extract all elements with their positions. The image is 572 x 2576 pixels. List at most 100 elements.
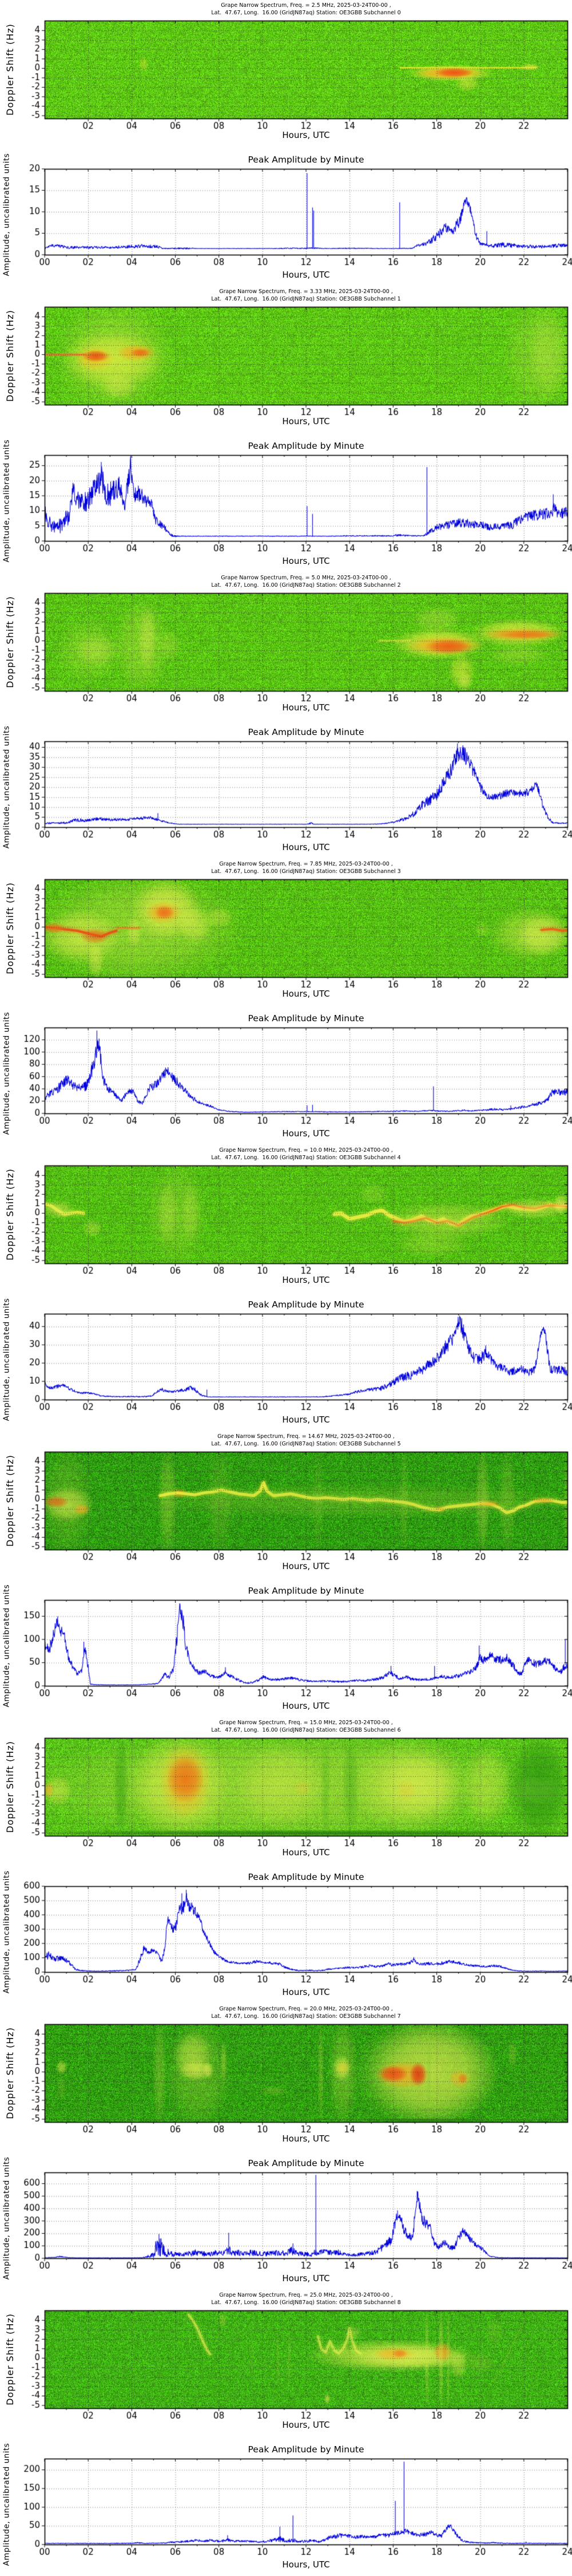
spectrogram-title-line2: Lat. 47.67, Long. 16.00 (GridJN87aq) Sta…	[211, 2013, 401, 2020]
subchannel-panel: Grape Narrow Spectrum, Freq. = 5.0 MHz, …	[0, 572, 572, 859]
spectrogram-ylabel: Doppler Shift (Hz)	[4, 1168, 15, 1261]
amplitude-figure: Peak Amplitude by Minute Amplitude, unca…	[0, 143, 572, 286]
spectrogram-ylabel: Doppler Shift (Hz)	[4, 23, 15, 116]
spectrogram-title-line1: Grape Narrow Spectrum, Freq. = 20.0 MHz,…	[219, 2006, 393, 2012]
spectrogram-xlabel: Hours, UTC	[282, 1847, 330, 1858]
amplitude-ylabel: Amplitude, uncalibrated units	[2, 2443, 11, 2566]
spectrogram-ylabel: Doppler Shift (Hz)	[4, 2313, 15, 2405]
spectrogram-title-line2: Lat. 47.67, Long. 16.00 (GridJN87aq) Sta…	[211, 1441, 401, 1447]
amplitude-figure: Peak Amplitude by Minute Amplitude, unca…	[0, 1288, 572, 1431]
amplitude-canvas	[0, 1860, 572, 2004]
spectrogram-canvas	[0, 572, 572, 716]
amplitude-xlabel: Hours, UTC	[282, 556, 330, 566]
amplitude-canvas	[0, 429, 572, 572]
amplitude-ylabel: Amplitude, uncalibrated units	[2, 1298, 11, 1421]
amplitude-ylabel: Amplitude, uncalibrated units	[2, 725, 11, 849]
spectrogram-canvas	[0, 2290, 572, 2433]
amplitude-canvas	[0, 1002, 572, 1145]
amplitude-title: Peak Amplitude by Minute	[248, 2158, 364, 2168]
spectrogram-ylabel: Doppler Shift (Hz)	[4, 310, 15, 402]
amplitude-ylabel-wrap: Amplitude, uncalibrated units	[0, 2439, 15, 2570]
spectrogram-figure: Grape Narrow Spectrum, Freq. = 15.0 MHz,…	[0, 1717, 572, 1860]
spectrogram-ylabel-wrap: Doppler Shift (Hz)	[0, 21, 19, 118]
subchannel-panel: Grape Narrow Spectrum, Freq. = 3.33 MHz,…	[0, 286, 572, 572]
subchannel-panel: Grape Narrow Spectrum, Freq. = 25.0 MHz,…	[0, 2290, 572, 2576]
amplitude-ylabel-wrap: Amplitude, uncalibrated units	[0, 2152, 15, 2284]
spectrogram-canvas	[0, 0, 572, 143]
spectrogram-figure: Grape Narrow Spectrum, Freq. = 20.0 MHz,…	[0, 2004, 572, 2147]
spectrogram-figure: Grape Narrow Spectrum, Freq. = 10.0 MHz,…	[0, 1145, 572, 1288]
spectrogram-title-line1: Grape Narrow Spectrum, Freq. = 14.67 MHz…	[217, 1433, 395, 1440]
amplitude-canvas	[0, 1288, 572, 1431]
spectrogram-xlabel: Hours, UTC	[282, 989, 330, 999]
subchannel-panel: Grape Narrow Spectrum, Freq. = 7.85 MHz,…	[0, 859, 572, 1145]
spectrogram-canvas	[0, 1431, 572, 1574]
amplitude-ylabel-wrap: Amplitude, uncalibrated units	[0, 1294, 15, 1425]
spectrogram-ylabel-wrap: Doppler Shift (Hz)	[0, 593, 19, 691]
spectrogram-figure: Grape Narrow Spectrum, Freq. = 5.0 MHz, …	[0, 572, 572, 716]
subchannel-panel: Grape Narrow Spectrum, Freq. = 14.67 MHz…	[0, 1431, 572, 1717]
amplitude-xlabel: Hours, UTC	[282, 1415, 330, 1425]
amplitude-figure: Peak Amplitude by Minute Amplitude, unca…	[0, 429, 572, 572]
spectrogram-ylabel-wrap: Doppler Shift (Hz)	[0, 1452, 19, 1550]
amplitude-ylabel: Amplitude, uncalibrated units	[2, 153, 11, 276]
spectrogram-title-line1: Grape Narrow Spectrum, Freq. = 5.0 MHz, …	[221, 575, 391, 581]
amplitude-canvas	[0, 1574, 572, 1717]
spectrogram-title-line2: Lat. 47.67, Long. 16.00 (GridJN87aq) Sta…	[211, 296, 401, 302]
spectrogram-title-line2: Lat. 47.67, Long. 16.00 (GridJN87aq) Sta…	[211, 582, 401, 588]
amplitude-title: Peak Amplitude by Minute	[248, 1586, 364, 1596]
subchannel-panel: Grape Narrow Spectrum, Freq. = 20.0 MHz,…	[0, 2004, 572, 2290]
spectrogram-ylabel-wrap: Doppler Shift (Hz)	[0, 879, 19, 977]
amplitude-title: Peak Amplitude by Minute	[248, 441, 364, 451]
amplitude-xlabel: Hours, UTC	[282, 842, 330, 852]
subchannel-panel: Grape Narrow Spectrum, Freq. = 10.0 MHz,…	[0, 1145, 572, 1431]
spectrogram-ylabel: Doppler Shift (Hz)	[4, 596, 15, 688]
subchannel-panel: Grape Narrow Spectrum, Freq. = 2.5 MHz, …	[0, 0, 572, 286]
spectrogram-ylabel-wrap: Doppler Shift (Hz)	[0, 1738, 19, 1836]
spectrogram-canvas	[0, 286, 572, 429]
amplitude-figure: Peak Amplitude by Minute Amplitude, unca…	[0, 1002, 572, 1145]
spectrogram-ylabel: Doppler Shift (Hz)	[4, 1455, 15, 1547]
spectrogram-xlabel: Hours, UTC	[282, 702, 330, 713]
amplitude-canvas	[0, 716, 572, 859]
amplitude-canvas	[0, 143, 572, 286]
amplitude-ylabel: Amplitude, uncalibrated units	[2, 1012, 11, 1135]
spectrogram-ylabel: Doppler Shift (Hz)	[4, 1741, 15, 1833]
amplitude-ylabel: Amplitude, uncalibrated units	[2, 1584, 11, 1708]
amplitude-ylabel-wrap: Amplitude, uncalibrated units	[0, 721, 15, 853]
spectrogram-title-line1: Grape Narrow Spectrum, Freq. = 15.0 MHz,…	[219, 1720, 393, 1726]
spectrogram-ylabel: Doppler Shift (Hz)	[4, 2027, 15, 2119]
spectrogram-title-line2: Lat. 47.67, Long. 16.00 (GridJN87aq) Sta…	[211, 10, 401, 16]
spectrogram-title-line2: Lat. 47.67, Long. 16.00 (GridJN87aq) Sta…	[211, 1727, 401, 1733]
spectrogram-xlabel: Hours, UTC	[282, 416, 330, 426]
spectrogram-canvas	[0, 1145, 572, 1288]
spectrogram-title-line1: Grape Narrow Spectrum, Freq. = 10.0 MHz,…	[219, 1147, 393, 1153]
spectrogram-title-line2: Lat. 47.67, Long. 16.00 (GridJN87aq) Sta…	[211, 1155, 401, 1161]
spectrogram-ylabel: Doppler Shift (Hz)	[4, 882, 15, 974]
amplitude-canvas	[0, 2433, 572, 2576]
spectrogram-title-line1: Grape Narrow Spectrum, Freq. = 2.5 MHz, …	[221, 2, 391, 9]
spectrogram-figure: Grape Narrow Spectrum, Freq. = 7.85 MHz,…	[0, 859, 572, 1002]
amplitude-title: Peak Amplitude by Minute	[248, 1299, 364, 1310]
spectrogram-xlabel: Hours, UTC	[282, 130, 330, 140]
spectrogram-canvas	[0, 859, 572, 1002]
amplitude-ylabel: Amplitude, uncalibrated units	[2, 1870, 11, 1994]
spectrogram-ylabel-wrap: Doppler Shift (Hz)	[0, 2310, 19, 2408]
spectrogram-ylabel-wrap: Doppler Shift (Hz)	[0, 2024, 19, 2122]
amplitude-ylabel-wrap: Amplitude, uncalibrated units	[0, 1008, 15, 1139]
amplitude-figure: Peak Amplitude by Minute Amplitude, unca…	[0, 716, 572, 859]
amplitude-title: Peak Amplitude by Minute	[248, 1013, 364, 1024]
spectrogram-title-line1: Grape Narrow Spectrum, Freq. = 7.85 MHz,…	[219, 861, 393, 867]
amplitude-xlabel: Hours, UTC	[282, 1987, 330, 1997]
spectrogram-canvas	[0, 1717, 572, 1860]
spectrogram-figure: Grape Narrow Spectrum, Freq. = 25.0 MHz,…	[0, 2290, 572, 2433]
amplitude-xlabel: Hours, UTC	[282, 2559, 330, 2570]
spectrogram-figure: Grape Narrow Spectrum, Freq. = 2.5 MHz, …	[0, 0, 572, 143]
spectrogram-figure: Grape Narrow Spectrum, Freq. = 3.33 MHz,…	[0, 286, 572, 429]
amplitude-xlabel: Hours, UTC	[282, 2273, 330, 2283]
spectrogram-title-line2: Lat. 47.67, Long. 16.00 (GridJN87aq) Sta…	[211, 2300, 401, 2306]
amplitude-canvas	[0, 2147, 572, 2290]
amplitude-title: Peak Amplitude by Minute	[248, 1872, 364, 1882]
spectrogram-figure: Grape Narrow Spectrum, Freq. = 14.67 MHz…	[0, 1431, 572, 1574]
